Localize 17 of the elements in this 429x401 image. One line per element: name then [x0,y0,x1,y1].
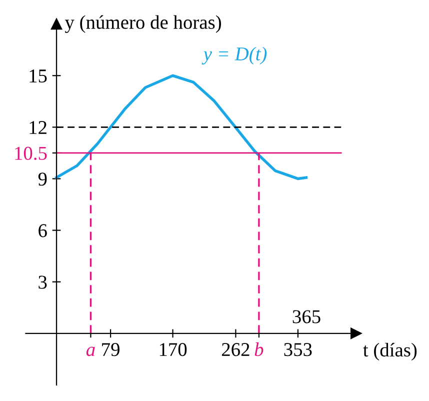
series-label: y = D(t) [202,46,267,65]
annotation: 365 [292,310,320,324]
y-tick-label: 6 [38,224,47,238]
x-tick-label: 170 [160,342,187,356]
x-tick-label: b [254,342,264,356]
line-series [55,74,308,180]
y-tick-label: 12 [30,121,46,134]
x-axis-title: t (días) [363,342,417,361]
x-tick-label: a [86,346,95,356]
x-tick-label: 79 [102,343,120,356]
y-axis-title: y (número de horas) [64,15,221,33]
x-tick-label: 353 [284,343,312,356]
x-tick-label: 262 [222,343,250,356]
y-tick-label: 3 [38,276,47,289]
y-tick-label: 15 [30,70,47,83]
y-tick-label: 10.5 [15,146,47,160]
y-tick-label: 9 [38,172,47,186]
